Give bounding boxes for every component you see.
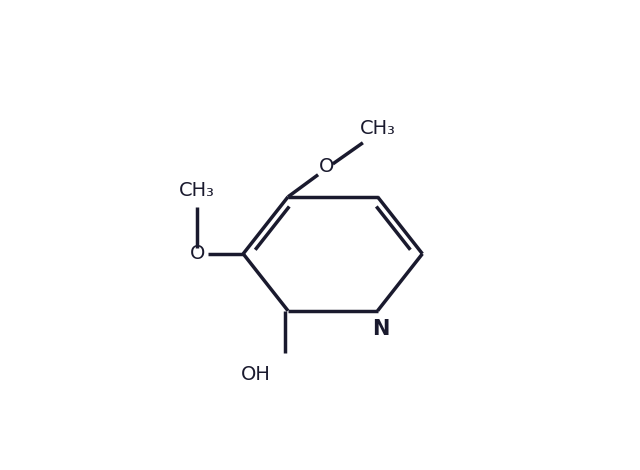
Text: O: O — [319, 157, 334, 176]
Text: N: N — [372, 319, 390, 339]
Text: O: O — [189, 244, 205, 263]
Text: OH: OH — [241, 365, 271, 384]
Text: CH₃: CH₃ — [179, 181, 215, 200]
Text: CH₃: CH₃ — [360, 119, 396, 138]
